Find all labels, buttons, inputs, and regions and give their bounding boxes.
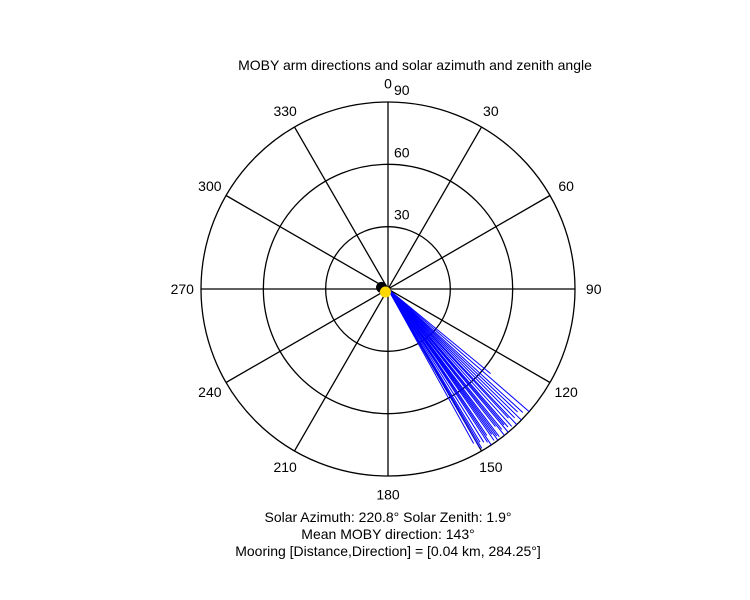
angle-tick-label-2: 60 [558,178,574,194]
annotation-mooring: Mooring [Distance,Direction] = [0.04 km,… [235,543,541,559]
moby-arm-line-7 [387,288,509,419]
moby-arm-line-1 [387,288,530,413]
annotation-solar-angles: Solar Azimuth: 220.8° Solar Zenith: 1.9° [265,509,512,525]
moby-arm-line-26 [387,288,480,448]
moby-arm-line-27 [387,288,475,444]
moby-arm-line-2 [387,288,524,413]
angle-tick-label-11: 330 [273,103,297,119]
radial-tick-label-2: 90 [394,82,410,98]
angle-tick-label-0: 0 [384,75,392,91]
moby-arm-line-22 [387,288,489,443]
data-series [376,281,530,449]
angle-tick-label-5: 150 [479,459,503,475]
angle-tick-label-1: 30 [483,103,499,119]
moby-arm-line-5 [387,288,516,419]
angle-tick-label-4: 120 [554,384,578,400]
moby-arm-line-11 [387,288,509,433]
angle-tick-label-10: 300 [198,178,222,194]
solar-marker [379,286,391,298]
annotation-mean-direction: Mean MOBY direction: 143° [301,526,474,542]
radial-tick-labels: 30 60 90 [394,82,410,223]
moby-arm-line-8 [387,288,513,427]
moby-arm-line-4 [387,288,522,421]
angle-tick-label-6: 180 [376,487,400,503]
angle-tick-label-7: 210 [273,459,297,475]
moby-arm-line-3 [387,288,518,413]
radial-tick-label-1: 60 [394,144,410,160]
moby-arm-line-14 [387,288,496,427]
moby-arm-line-19 [387,288,495,441]
angle-tick-label-8: 240 [198,384,222,400]
chart-title: MOBY arm directions and solar azimuth an… [238,57,592,73]
moby-arm-line-0 [387,288,491,374]
moby-arm-line-23 [387,288,485,443]
angle-tick-labels: 0 30 60 90 120 150 180 210 240 270 300 330 [171,75,602,502]
radial-tick-label-0: 30 [394,207,410,223]
angle-tick-label-9: 270 [171,281,195,297]
angle-tick-label-3: 90 [586,281,602,297]
